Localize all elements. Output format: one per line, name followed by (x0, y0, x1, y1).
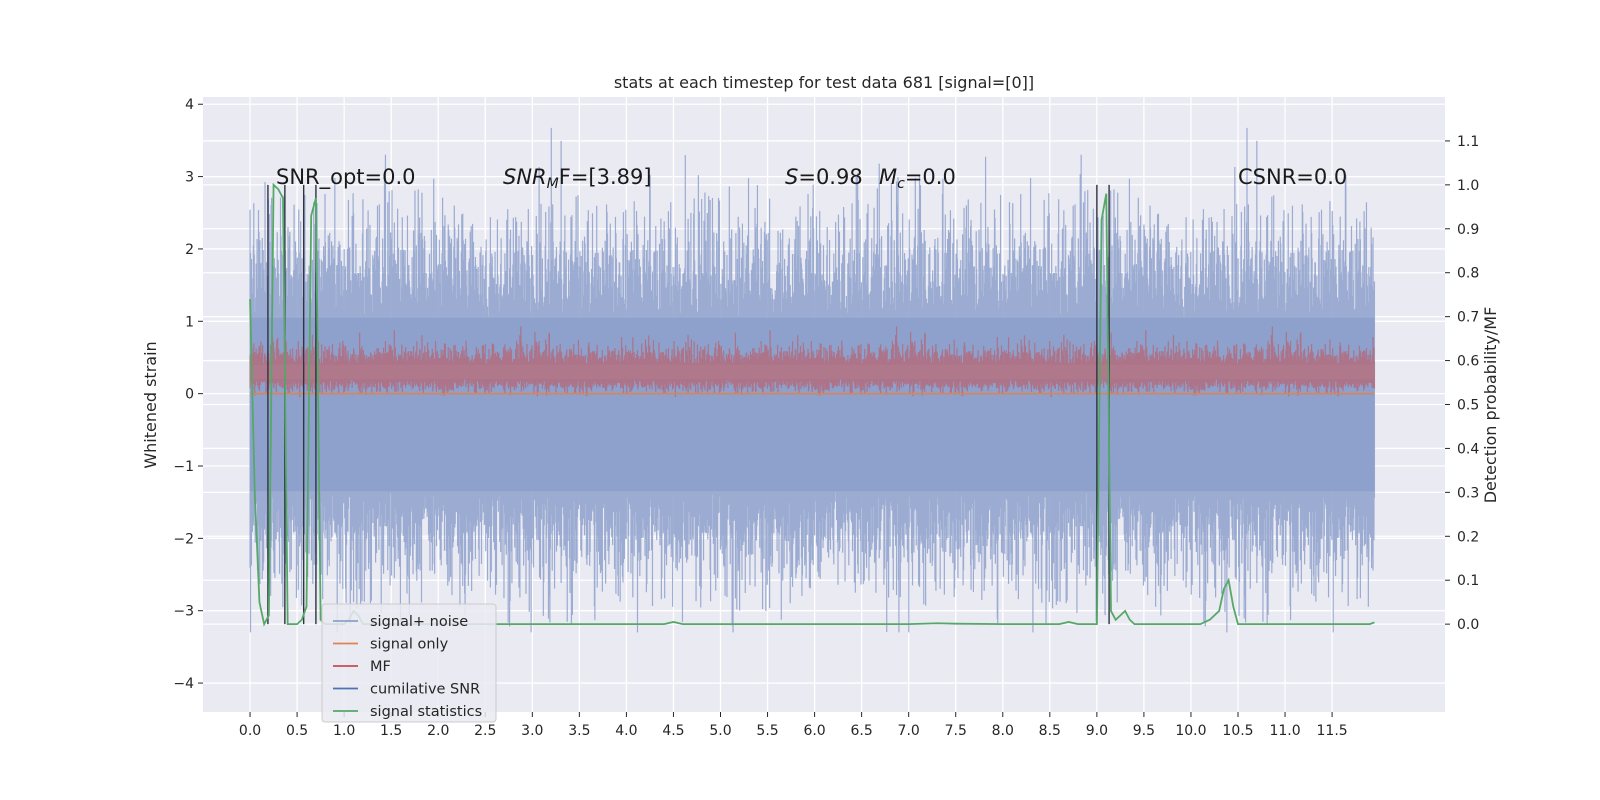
y-tick-label: −3 (173, 604, 194, 620)
x-tick-label: 6.0 (803, 723, 825, 739)
x-tick-label: 2.5 (474, 723, 496, 739)
legend-label-2: MF (370, 659, 391, 675)
x-tick-label: 10.0 (1175, 723, 1206, 739)
y2-tick-label: 0.3 (1457, 485, 1479, 501)
y2-tick-label: 0.8 (1457, 266, 1479, 282)
x-tick-label: 11.5 (1317, 723, 1348, 739)
annotation-snr-opt: SNR_opt=0.0 (276, 165, 416, 190)
x-tick-label: 7.5 (945, 723, 967, 739)
legend-label-0: signal+ noise (370, 614, 468, 630)
y2-tick-label: 0.0 (1457, 617, 1479, 633)
x-tick-label: 5.0 (709, 723, 731, 739)
x-tick-label: 6.5 (851, 723, 873, 739)
x-tick-label: 8.5 (1039, 723, 1061, 739)
x-tick-label: 1.5 (380, 723, 402, 739)
x-tick-label: 1.0 (333, 723, 355, 739)
x-tick-label: 11.0 (1269, 723, 1300, 739)
annotation-s-rest: =0.98 (798, 165, 862, 189)
annotation-snr-mf: SNRMF=[3.89] (503, 165, 652, 192)
y2-tick-label: 0.5 (1457, 398, 1479, 414)
annotation-s-main: S (785, 165, 798, 189)
annotation-snr-mf-sub: M (547, 176, 559, 192)
legend-label-1: signal only (370, 637, 449, 653)
series-signal-statistics (249, 182, 1375, 627)
chart-title: stats at each timestep for test data 681… (614, 73, 1034, 92)
axes: 0.0 0.5 1.0 1.5 2.0 2.5 3.0 3.5 4.0 4.5 5.0 5.5 6.0 6… (173, 97, 1479, 739)
series-signal-noise-core (250, 317, 1375, 492)
x-tick-label: 10.5 (1222, 723, 1253, 739)
annotation-snr-mf-rest: F=[3.89] (559, 165, 652, 189)
annotation-mc-main: M (879, 165, 897, 189)
y-tick-label: −2 (173, 531, 194, 547)
y2-tick-label: 0.1 (1457, 573, 1479, 589)
y-tick-label: −4 (173, 676, 194, 692)
y2-tick-label: 0.6 (1457, 354, 1479, 370)
y2-tick-label: 1.1 (1457, 134, 1479, 150)
legend-label-3: cumilative SNR (370, 682, 480, 698)
y2-tick-label: 0.4 (1457, 441, 1479, 457)
x-tick-label: 4.0 (615, 723, 637, 739)
legend-label-4: signal statistics (370, 704, 482, 720)
annotations: SNR_opt=0.0 SNRMF=[3.89] S=0.98 Mc=0.0 C… (276, 165, 1347, 192)
series-mf-core (250, 364, 1375, 380)
y2-tick-label: 0.7 (1457, 310, 1479, 326)
x-tick-label: 9.5 (1133, 723, 1155, 739)
x-tick-label: 0.5 (286, 723, 308, 739)
x-tick-label: 9.0 (1086, 723, 1108, 739)
annotation-mc-sub: c (897, 176, 905, 192)
x-tick-label: 4.5 (662, 723, 684, 739)
x-tick-label: 2.0 (427, 723, 449, 739)
x-tick-label: 8.0 (992, 723, 1014, 739)
data-layer (249, 127, 1376, 633)
y-tick-label: 4 (185, 97, 194, 113)
y2-tick-label: 0.2 (1457, 529, 1479, 545)
annotation-mc-rest: =0.0 (905, 165, 956, 189)
y-tick-label: 0 (185, 387, 194, 403)
annotation-mc: Mc=0.0 (879, 165, 956, 192)
x-tick-label: 3.5 (568, 723, 590, 739)
y2-tick-label: 1.0 (1457, 178, 1479, 194)
y-axis-label: Whitened strain (141, 341, 160, 468)
legend-box (321, 603, 497, 723)
y-tick-label: 1 (185, 314, 194, 330)
x-tick-label: 7.0 (898, 723, 920, 739)
x-tick-label: 0.0 (239, 723, 261, 739)
y-tick-label: 3 (185, 170, 194, 186)
annotation-s: S=0.98 (785, 165, 863, 189)
annotation-snr-mf-main: SNR (503, 165, 547, 189)
x-tick-label: 3.0 (521, 723, 543, 739)
y-tick-label: 2 (185, 242, 194, 258)
y2-axis-label: Detection probability/MF (1481, 307, 1500, 504)
y-tick-label: −1 (173, 459, 194, 475)
x-tick-label: 5.5 (756, 723, 778, 739)
legend: signal+ noise signal only MF cumilative SNR… (321, 603, 497, 723)
y2-tick-label: 0.9 (1457, 222, 1479, 238)
annotation-csnr: CSNR=0.0 (1238, 165, 1347, 189)
